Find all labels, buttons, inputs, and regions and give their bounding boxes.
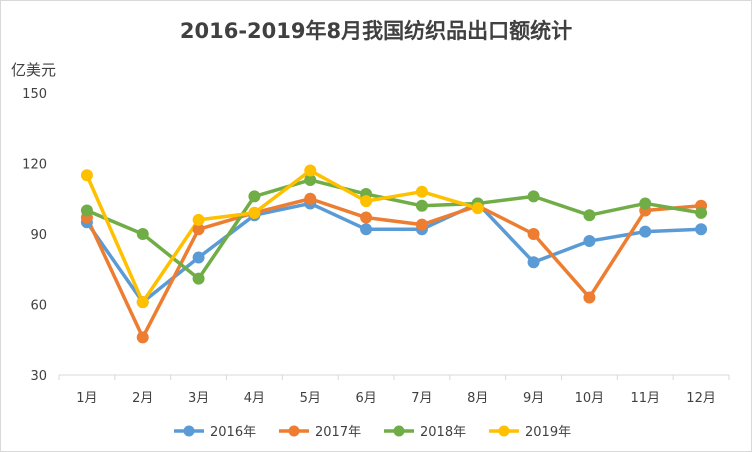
y-axis-unit-label: 亿美元	[11, 61, 57, 79]
legend-label: 2019年	[525, 425, 571, 440]
y-tick-label: 60	[30, 299, 47, 314]
legend-marker	[288, 425, 300, 437]
data-point	[248, 190, 261, 203]
data-point	[527, 228, 540, 240]
chart-title: 2016-2019年8月我国纺织品出口额统计	[179, 19, 573, 43]
y-tick-label: 30	[30, 369, 47, 384]
data-point	[248, 206, 261, 219]
legend-marker	[183, 425, 195, 437]
data-point	[695, 223, 708, 236]
legend-label: 2018年	[420, 425, 466, 440]
data-point	[360, 195, 373, 208]
series-line-2018年	[86, 178, 702, 281]
data-point	[360, 223, 373, 236]
data-point	[527, 256, 540, 269]
legend-label: 2017年	[315, 425, 361, 440]
x-tick-label: 8月	[467, 391, 488, 406]
y-tick-label: 120	[22, 158, 47, 173]
data-point	[527, 190, 540, 203]
data-point	[304, 192, 317, 205]
data-point	[192, 213, 205, 226]
x-tick-label: 11月	[630, 391, 660, 406]
x-tick-label: 2月	[132, 391, 153, 406]
data-point	[639, 225, 652, 238]
x-tick-label: 3月	[188, 391, 209, 406]
legend-marker	[498, 425, 510, 437]
series-line-2019年	[85, 168, 479, 304]
x-tick-label: 12月	[686, 391, 716, 406]
data-point	[415, 199, 428, 212]
data-point	[136, 296, 149, 309]
y-tick-label: 90	[30, 228, 47, 243]
series-line-2016年	[85, 201, 702, 304]
data-point	[695, 206, 708, 219]
data-point	[583, 291, 596, 304]
data-point	[415, 218, 428, 231]
x-tick-label: 1月	[76, 391, 97, 406]
data-point	[192, 272, 205, 285]
data-point	[80, 204, 93, 217]
x-tick-label: 7月	[411, 391, 432, 406]
x-tick-label: 6月	[355, 391, 376, 406]
x-tick-label: 4月	[244, 391, 265, 406]
legend-marker	[393, 425, 405, 437]
data-point	[360, 211, 373, 224]
data-point	[136, 331, 149, 344]
data-point	[192, 251, 205, 264]
x-tick-label: 10月	[575, 391, 605, 406]
x-tick-label: 9月	[523, 391, 544, 406]
x-tick-label: 5月	[300, 391, 321, 406]
data-point	[304, 164, 317, 177]
data-point	[415, 185, 428, 198]
data-point	[471, 202, 484, 215]
data-point	[583, 235, 596, 248]
y-tick-label: 150	[22, 87, 47, 102]
data-point	[639, 197, 652, 210]
data-point	[583, 209, 596, 222]
series-line-2017年	[85, 197, 702, 340]
data-point	[136, 228, 149, 240]
legend-label: 2016年	[210, 425, 256, 440]
data-point	[80, 169, 93, 182]
